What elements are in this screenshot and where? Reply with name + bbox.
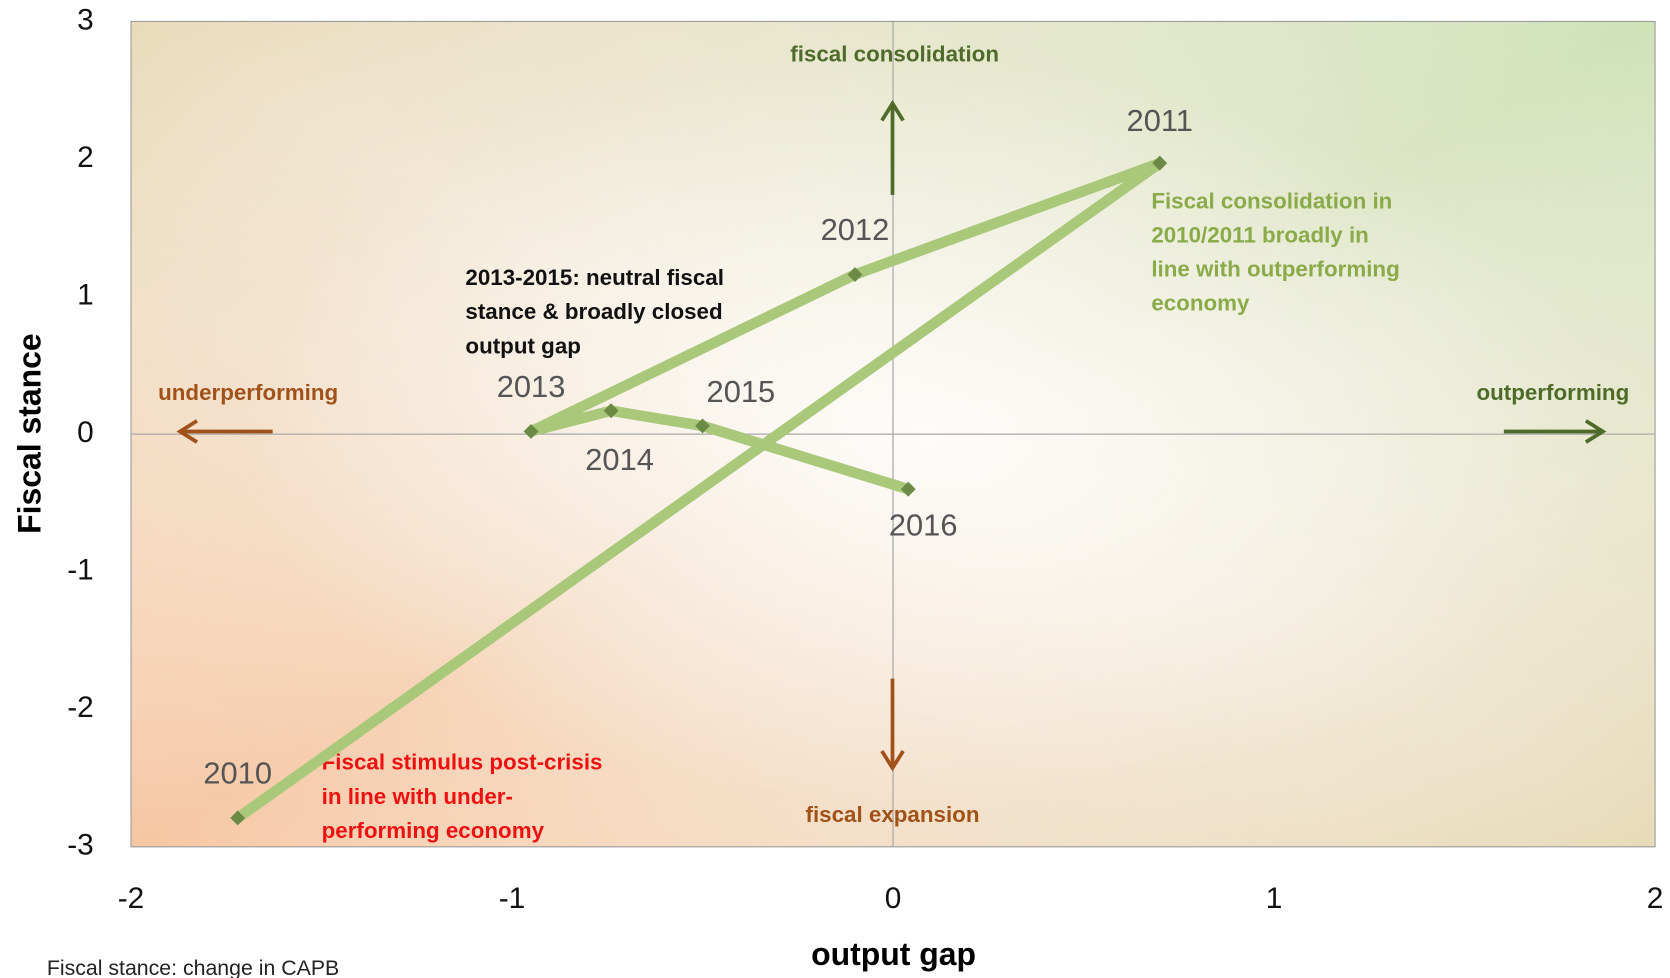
y-tick-label: 3 xyxy=(77,3,94,36)
marker xyxy=(900,481,916,497)
annotation: fiscal consolidation xyxy=(790,41,999,66)
point-label: 2016 xyxy=(889,508,958,543)
annotation: outperforming xyxy=(1476,380,1629,405)
annotation: 2013-2015: neutral fiscal xyxy=(465,265,724,290)
arrow-head xyxy=(176,419,199,444)
point-label: 2010 xyxy=(203,756,272,791)
arrows xyxy=(176,99,1607,772)
footnote: Fiscal stance: change in CAPB xyxy=(47,956,339,978)
annotation: economy xyxy=(1151,291,1250,316)
x-tick-label: -2 xyxy=(118,882,145,915)
x-tick-label: 2 xyxy=(1647,882,1664,915)
y-tick-label: 0 xyxy=(77,416,94,449)
annotation: output gap xyxy=(465,333,581,358)
marker xyxy=(523,423,539,439)
arrow-head xyxy=(1584,419,1607,444)
y-tick-label: 2 xyxy=(77,141,94,174)
x-tick-label: -1 xyxy=(499,882,526,915)
y-tick-label: 1 xyxy=(77,278,94,311)
arrow-head xyxy=(880,750,905,772)
x-axis-title: output gap xyxy=(811,936,976,972)
annotation: stance & broadly closed xyxy=(465,299,722,324)
marker xyxy=(1152,155,1168,171)
annotation: underperforming xyxy=(158,380,338,405)
point-label: 2012 xyxy=(821,212,890,247)
annotation: 2010/2011 broadly in xyxy=(1151,222,1369,247)
point-label: 2011 xyxy=(1127,103,1193,138)
arrow-head xyxy=(880,99,905,122)
y-tick-label: -3 xyxy=(67,829,94,862)
annotation: Fiscal stimulus post-crisis xyxy=(322,750,603,775)
annotation: fiscal expansion xyxy=(806,802,980,827)
x-tick-label: 0 xyxy=(885,882,902,915)
y-tick-label: -1 xyxy=(67,554,94,587)
annotation: performing economy xyxy=(322,818,545,843)
annotation: in line with under- xyxy=(322,784,513,809)
x-tick-label: 1 xyxy=(1266,882,1283,915)
y-tick-label: -2 xyxy=(67,691,94,724)
marker xyxy=(603,403,619,419)
point-label: 2014 xyxy=(585,442,654,477)
y-axis-title: Fiscal stance xyxy=(11,333,47,534)
point-label: 2015 xyxy=(707,374,776,409)
annotation: Fiscal consolidation in xyxy=(1151,188,1392,213)
annotation: line with outperforming xyxy=(1151,257,1399,282)
point-label: 2013 xyxy=(497,369,566,404)
